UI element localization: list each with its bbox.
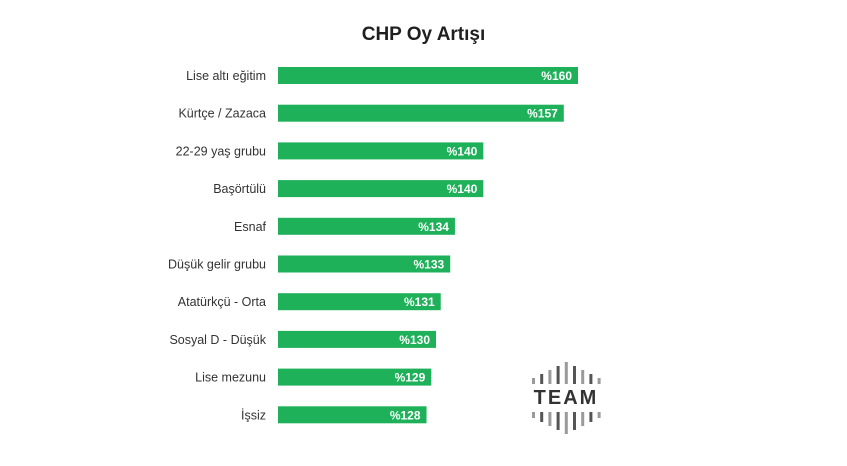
logo-bars-bottom-icon	[532, 412, 601, 434]
logo-bar	[556, 366, 560, 384]
logo-bar	[548, 370, 552, 384]
category-label: Atatürkçü - Orta	[178, 295, 266, 309]
value-label: %131	[404, 295, 435, 309]
logo-text: TEAM	[533, 387, 599, 409]
bar	[278, 255, 451, 273]
logo-bar	[573, 366, 576, 384]
logo-bar	[597, 378, 601, 384]
chart-title: CHP Oy Artışı	[361, 24, 486, 45]
logo-bar	[573, 412, 576, 430]
logo-bar	[540, 412, 544, 422]
value-label: %140	[447, 182, 478, 196]
category-label: Esnaf	[234, 220, 266, 234]
value-label: %157	[527, 107, 558, 121]
category-label: Lise mezunu	[195, 371, 266, 385]
category-label: Kürtçe / Zazaca	[178, 107, 266, 121]
value-label: %130	[399, 333, 430, 347]
logo-bar	[548, 412, 552, 426]
logo-bar	[532, 378, 535, 384]
bar	[278, 142, 484, 160]
value-label: %160	[541, 69, 572, 83]
logo-bar	[556, 412, 560, 430]
logo-bar	[589, 412, 593, 422]
category-label: İşsiz	[241, 408, 266, 422]
bar	[278, 293, 441, 311]
category-label: Lise altı eğitim	[186, 69, 266, 83]
logo-bar	[532, 412, 535, 418]
value-label: %133	[413, 258, 444, 272]
value-label: %134	[418, 220, 449, 234]
logo-bar	[540, 374, 544, 384]
bar	[278, 67, 578, 84]
bar	[278, 217, 455, 235]
logo-bars-top-icon	[532, 362, 601, 384]
bar	[278, 368, 432, 386]
bar	[278, 180, 484, 198]
value-label: %140	[447, 144, 478, 158]
category-label: Düşük gelir grubu	[168, 258, 266, 272]
bar	[278, 330, 436, 348]
logo-bar	[581, 412, 585, 426]
value-label: %128	[390, 408, 421, 422]
logo-bar	[581, 370, 585, 384]
category-label: Başörtülü	[213, 182, 266, 196]
value-label: %129	[395, 371, 426, 385]
category-label: Sosyal D - Düşük	[169, 333, 266, 347]
category-label: 22-29 yaş grubu	[176, 144, 266, 158]
logo-bar	[564, 412, 568, 434]
logo-bar	[597, 412, 601, 418]
bar	[278, 104, 564, 122]
logo-bar	[589, 374, 593, 384]
logo-bar	[564, 362, 568, 384]
bar	[278, 406, 427, 424]
team-logo: TEAM	[528, 360, 604, 438]
